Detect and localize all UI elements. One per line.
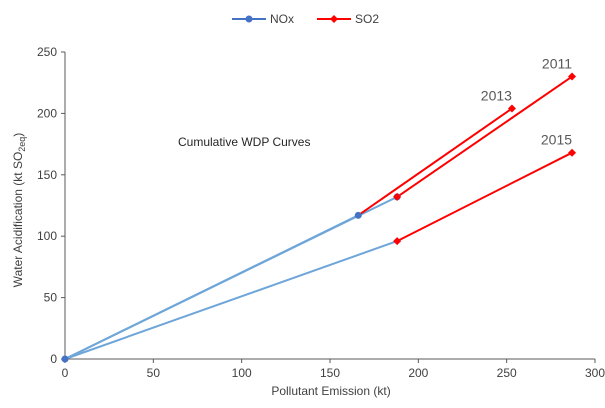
y-tick-label: 0: [50, 352, 57, 366]
y-axis-title-subscript: 2eq: [17, 137, 27, 152]
legend-item-nox: NOx: [232, 12, 294, 26]
x-tick-label: 250: [497, 366, 517, 380]
x-tick-label: 100: [232, 366, 252, 380]
annotation-2015: 2015: [541, 132, 572, 148]
y-tick-label: 150: [37, 168, 57, 182]
legend-item-so2: SO2: [317, 12, 379, 26]
annotations: 2011 2013 2015: [481, 56, 572, 148]
y-axis-title-main: Water Acidification (kt SO: [11, 152, 25, 288]
series-so2-segment: [357, 107, 513, 217]
x-axis-title: Pollutant Emission (kt): [271, 384, 390, 398]
x-tick-label: 200: [408, 366, 428, 380]
series-lines: [64, 75, 573, 360]
legend-label-nox: NOx: [270, 12, 294, 26]
legend-marker-nox: [245, 15, 253, 23]
y-axis-title: Water Acidification (kt SO2eq): [11, 133, 27, 288]
legend: NOx SO2: [232, 12, 379, 26]
series-so2-segment: [396, 75, 573, 198]
series-so2-point: [393, 237, 402, 246]
series-so2-point: [568, 148, 577, 157]
y-tick-label: 50: [44, 291, 58, 305]
series-nox-segment: [64, 196, 398, 360]
y-tick-label: 100: [37, 229, 57, 243]
series-so2-segment: [396, 151, 573, 243]
series-so2-point: [393, 192, 402, 201]
legend-marker-so2: [330, 15, 338, 23]
x-tick-label: 150: [320, 366, 340, 380]
y-axis-title-close: ): [11, 133, 25, 137]
x-tick-label: 300: [585, 366, 605, 380]
legend-label-so2: SO2: [355, 12, 379, 26]
series-nox-segment: [64, 240, 398, 360]
series-so2-point: [507, 104, 516, 113]
y-tick-label: 250: [37, 45, 57, 59]
annotation-2013: 2013: [481, 87, 512, 103]
series-nox-point: [354, 211, 362, 219]
chart-note: Cumulative WDP Curves: [178, 135, 310, 149]
annotation-2011: 2011: [542, 56, 572, 72]
series-nox-point: [61, 355, 69, 363]
axes: 0 50 100 150 200 250 0 50 100 150 200 250 300: [37, 45, 605, 380]
series-so2-point: [568, 72, 577, 81]
x-tick-label: 0: [62, 366, 69, 380]
x-tick-label: 50: [147, 366, 161, 380]
y-tick-label: 200: [37, 106, 57, 120]
series-markers: [61, 72, 577, 363]
